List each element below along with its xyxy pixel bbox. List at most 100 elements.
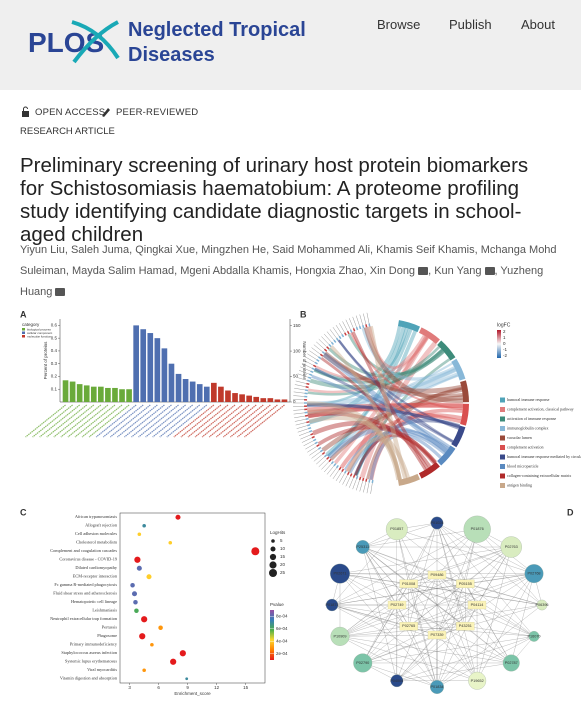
edge xyxy=(331,583,466,606)
edge xyxy=(339,573,409,584)
badge: PEER-REVIEWED xyxy=(116,107,199,118)
y-tick-label: African trypanosomiasis xyxy=(75,514,117,519)
author[interactable]: Yiyun Liu xyxy=(20,244,71,256)
dot xyxy=(168,540,173,545)
author[interactable]: Xin Dong xyxy=(370,265,434,277)
bar xyxy=(196,384,203,402)
edge xyxy=(396,529,438,688)
gene-label-stub xyxy=(318,459,327,468)
y2-axis-label: Number of proteins xyxy=(302,341,307,380)
author[interactable]: Said Mohammed Ali xyxy=(272,244,376,256)
author[interactable]: Mayda Salim Hamad xyxy=(72,265,180,277)
chord-ribbon xyxy=(322,352,462,394)
dot xyxy=(146,574,152,580)
author[interactable]: Mgeni Abdalla Khamis xyxy=(180,265,295,277)
node-label: P01834 xyxy=(430,685,443,689)
y-tick-label: Systemic lupus erythematosus xyxy=(65,659,117,664)
y-tick-label: Viral myocarditis xyxy=(87,667,117,672)
dot xyxy=(185,677,189,681)
edge xyxy=(362,546,438,688)
author[interactable]: Yuzheng Huang xyxy=(20,265,544,298)
gene-tick xyxy=(358,476,362,481)
category-label-stub xyxy=(46,404,88,438)
category-label-stub xyxy=(152,404,194,438)
gene-label-stub xyxy=(293,412,305,415)
x-tick-label: 3 xyxy=(128,685,131,690)
author[interactable]: Mingzhen He xyxy=(201,244,272,256)
y-tick-label: Fc gamma R-mediated phagocytosis xyxy=(54,582,117,587)
category-label-stub xyxy=(32,404,73,438)
chord-ribbon xyxy=(337,339,454,443)
bar xyxy=(189,381,196,402)
node xyxy=(456,622,475,631)
node xyxy=(500,536,522,558)
nav-link[interactable]: Browse xyxy=(377,17,421,32)
category-label-stub xyxy=(208,404,250,438)
gene-tick xyxy=(305,417,309,420)
badge: OPEN ACCESS xyxy=(35,107,106,118)
gene-label-stub xyxy=(352,478,357,490)
gene-tick xyxy=(314,441,318,445)
edge xyxy=(436,583,466,636)
legend-swatch xyxy=(500,435,505,441)
gene-label-stub xyxy=(298,431,310,436)
size-key-label: 10 xyxy=(280,546,286,551)
gene-label-stub xyxy=(321,461,330,470)
category-label-stub xyxy=(131,404,172,438)
author[interactable]: Kun Yang xyxy=(434,265,500,277)
gene-label-stub xyxy=(342,321,348,332)
node-label: P05155 xyxy=(459,582,472,586)
legend-label: molecular function xyxy=(27,334,52,338)
author[interactable]: Khamis Seif Khamis xyxy=(376,244,481,256)
size-key xyxy=(271,539,275,543)
legend-title: logFC xyxy=(497,322,511,328)
edge xyxy=(362,529,478,664)
gene-tick xyxy=(330,461,334,465)
edge xyxy=(436,522,535,574)
y-tick-label: Cholesterol metabolism xyxy=(76,540,118,545)
email-icon[interactable] xyxy=(418,267,429,275)
y-tick-label: Vitamin digestion and absorption xyxy=(60,676,118,681)
node-label: P16070 xyxy=(527,634,540,638)
category-label-stub xyxy=(166,404,208,438)
nav-link[interactable]: About xyxy=(521,17,555,32)
dot xyxy=(170,658,177,665)
edge xyxy=(339,583,409,637)
edge xyxy=(362,546,438,576)
chord-ribbon xyxy=(350,332,463,411)
bar xyxy=(267,398,274,402)
dot xyxy=(175,514,181,520)
term-arc xyxy=(418,327,440,344)
gene-tick xyxy=(352,474,356,478)
node xyxy=(468,671,487,690)
logo[interactable]: PLOS Neglected Tropical Diseases xyxy=(0,0,320,90)
chord-ribbon xyxy=(306,401,402,480)
gene-tick xyxy=(349,329,353,333)
lock-icon xyxy=(22,106,29,117)
edge xyxy=(408,546,512,584)
category-label-stub xyxy=(215,404,257,438)
bar xyxy=(76,384,83,402)
bar xyxy=(154,338,161,402)
gene-label-stub xyxy=(321,336,330,345)
gene-label-stub xyxy=(311,347,321,355)
email-icon[interactable] xyxy=(484,267,495,275)
chord-ribbon xyxy=(314,367,454,444)
bar xyxy=(239,394,245,402)
nav-link[interactable]: Publish xyxy=(449,17,492,32)
email-icon[interactable] xyxy=(55,288,66,296)
edge xyxy=(436,529,478,688)
node-label: P01871 xyxy=(325,603,338,607)
edge xyxy=(339,573,409,627)
gene-label-stub xyxy=(366,312,370,324)
author[interactable]: Saleh Juma xyxy=(71,244,135,256)
node xyxy=(467,600,487,610)
author[interactable]: Qingkai Xue xyxy=(135,244,201,256)
node xyxy=(456,579,475,588)
node-label: P02765 xyxy=(402,624,415,628)
gene-tick xyxy=(310,432,314,436)
gene-tick xyxy=(368,323,371,327)
author[interactable]: Hongxia Zhao xyxy=(295,265,370,277)
dot xyxy=(141,616,148,623)
gene-label-stub xyxy=(305,356,316,363)
